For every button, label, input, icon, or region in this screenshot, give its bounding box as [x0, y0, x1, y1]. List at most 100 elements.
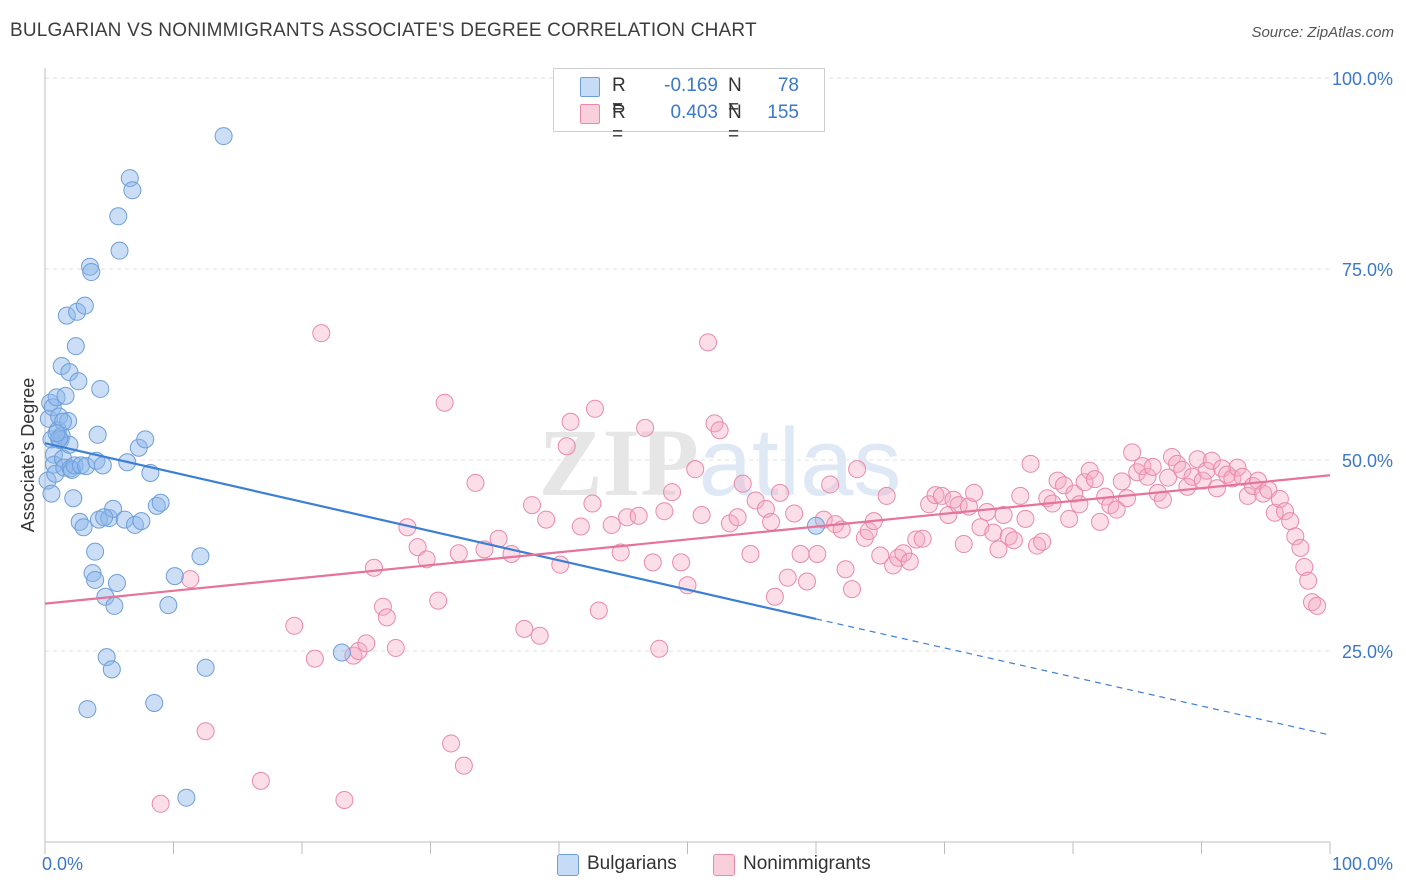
- bulgarians-point: [165, 567, 184, 586]
- nonimmigrants-point: [454, 756, 473, 775]
- nonimmigrants-point: [944, 490, 963, 509]
- nonimmigrants-point: [692, 506, 711, 525]
- nonimmigrants-point: [305, 649, 324, 668]
- nonimmigrants-point: [364, 558, 383, 577]
- bulgarians-points: [38, 127, 825, 807]
- nonimmigrants-point: [357, 634, 376, 653]
- nonimmigrants-point: [1238, 486, 1257, 505]
- nonimmigrants-point: [836, 560, 855, 579]
- nonimmigrants-point: [1281, 512, 1300, 531]
- nonimmigrants-point: [821, 475, 840, 494]
- nonimmigrants-point: [1299, 571, 1318, 590]
- y-tick-label: 75.0%: [1342, 260, 1393, 280]
- bulgarians-point: [102, 660, 121, 679]
- nonimmigrants-point: [1112, 472, 1131, 491]
- nonimmigrants-point: [989, 540, 1008, 559]
- nonimmigrants-point: [848, 460, 867, 479]
- bulgarians-point: [132, 512, 151, 531]
- nonimmigrants-point: [686, 460, 705, 479]
- bulgarians-point: [191, 547, 210, 566]
- nonimmigrants-point: [335, 790, 354, 809]
- y-tick-label: 50.0%: [1342, 451, 1393, 471]
- axes: [44, 68, 1331, 854]
- nonimmigrants-point: [1197, 461, 1216, 480]
- nonimmigrants-point: [977, 502, 996, 521]
- x-tick-label: 100.0%: [1332, 854, 1393, 874]
- nonimmigrants-point: [602, 515, 621, 534]
- bulgarians-point: [78, 700, 97, 719]
- nonimmigrants-point: [1123, 443, 1142, 462]
- nonimmigrants-point: [920, 495, 939, 514]
- nonimmigrants-point: [1060, 509, 1079, 528]
- nonimmigrants-point: [386, 638, 405, 657]
- nonimmigrants-point: [1168, 454, 1187, 473]
- nonimmigrants-point: [523, 496, 542, 515]
- bottom-legend-label: Bulgarians: [587, 853, 677, 874]
- nonimmigrants-point: [994, 506, 1013, 525]
- nonimmigrants-point: [1004, 531, 1023, 550]
- nonimmigrants-point: [251, 771, 270, 790]
- y-tick-label: 100.0%: [1332, 69, 1393, 89]
- legend-r-value: 0.403: [670, 102, 718, 123]
- nonimmigrants-point: [1033, 532, 1052, 551]
- legend-swatch-bulgarians: [580, 77, 600, 97]
- nonimmigrants-point: [312, 324, 331, 343]
- nonimmigrants-point: [672, 553, 691, 572]
- nonimmigrants-point: [1090, 512, 1109, 531]
- bulgarians-point: [145, 693, 164, 712]
- bottom-legend-label: Nonimmigrants: [743, 853, 871, 874]
- nonimmigrants-point: [643, 553, 662, 572]
- nonimmigrants-point: [611, 543, 630, 562]
- nonimmigrants-point: [585, 399, 604, 418]
- nonimmigrants-point: [435, 393, 454, 412]
- bottom-legend-swatch-bulgarians: [557, 854, 579, 876]
- nonimmigrants-point: [907, 530, 926, 549]
- nonimmigrants-point: [1159, 468, 1178, 487]
- bulgarians-point: [56, 386, 75, 405]
- bulgarians-point: [43, 398, 62, 417]
- bulgarians-point: [74, 518, 93, 537]
- nonimmigrants-point: [561, 412, 580, 431]
- nonimmigrants-point: [1021, 454, 1040, 473]
- nonimmigrants-point: [1286, 527, 1305, 546]
- nonimmigrants-point: [778, 568, 797, 587]
- bulgarians-point: [53, 412, 72, 431]
- bulgarians-point: [100, 509, 119, 528]
- nonimmigrants-point: [733, 474, 752, 493]
- nonimmigrants-point: [1173, 460, 1192, 479]
- nonimmigrants-point: [429, 591, 448, 610]
- nonimmigrants-point: [728, 508, 747, 527]
- bulgarians-point: [88, 425, 107, 444]
- nonimmigrants-point: [1085, 470, 1104, 489]
- bulgarians-point: [66, 337, 85, 356]
- watermark: ZIPatlas: [539, 409, 902, 516]
- nonimmigrants-point: [1117, 489, 1136, 508]
- nonimmigrants-point: [1202, 451, 1221, 470]
- bulgarians-point: [151, 493, 170, 512]
- nonimmigrants-point: [1080, 461, 1099, 480]
- nonimmigrants-point: [1295, 557, 1314, 576]
- nonimmigrants-point: [932, 486, 951, 505]
- nonimmigrants-point: [785, 504, 804, 523]
- nonimmigrants-point: [741, 544, 760, 563]
- legend-r-label: R =: [612, 102, 626, 145]
- y-tick-label: 25.0%: [1342, 642, 1393, 662]
- bulgarians-point: [159, 596, 178, 615]
- bulgarians-point: [69, 372, 88, 391]
- nonimmigrants-point: [629, 506, 648, 525]
- nonimmigrants-point: [663, 483, 682, 502]
- nonimmigrants-point: [710, 421, 729, 440]
- nonimmigrants-point: [900, 552, 919, 571]
- nonimmigrants-points: [151, 324, 1327, 813]
- nonimmigrants-point: [1276, 502, 1295, 521]
- bulgarians-point: [93, 456, 112, 475]
- nonimmigrants-point: [913, 529, 932, 548]
- nonimmigrants-point: [1233, 467, 1252, 486]
- bulgarians-point: [196, 658, 215, 677]
- nonimmigrants-point: [650, 639, 669, 658]
- nonimmigrants-point: [537, 510, 556, 529]
- nonimmigrants-point: [515, 619, 534, 638]
- legend-n-label: N =: [728, 75, 742, 118]
- nonimmigrants-point: [954, 535, 973, 554]
- legend-swatch-nonimmigrants: [580, 104, 600, 124]
